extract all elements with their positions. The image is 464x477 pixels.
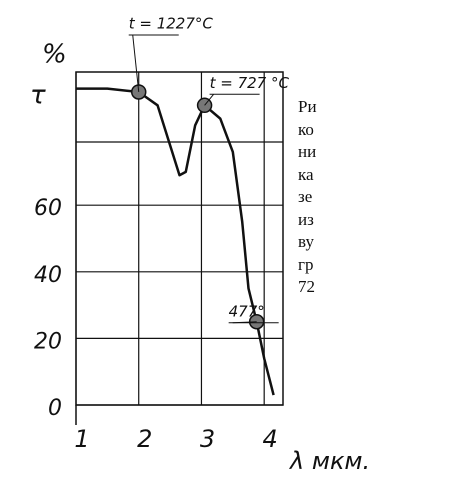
x-tick-label: 4 (263, 425, 278, 453)
side-text-line: гр (298, 254, 464, 277)
y-tick-label: 20 (34, 329, 62, 354)
annotation-leader (133, 35, 139, 92)
y-tick-label: 0 (48, 396, 62, 421)
plot-frame (76, 72, 283, 405)
side-text-line: 72 (298, 276, 464, 299)
y-label-top: % (42, 40, 67, 70)
side-text-line: Ри (298, 96, 464, 119)
x-tick-label: 2 (137, 425, 152, 453)
side-text-line: из (298, 209, 464, 232)
x-label: λ мкм. (288, 447, 370, 475)
x-tick-label: 3 (200, 425, 215, 453)
line (76, 89, 274, 395)
side-text-line: ни (298, 141, 464, 164)
point-annotation: 477° (229, 302, 265, 320)
y-label: τ (30, 81, 46, 111)
point-annotation: t = 1227°C (129, 14, 214, 32)
side-text-line: ву (298, 231, 464, 254)
page: % τ λ мкм. 0 20 40 60 1 2 3 4 t = 1227°C t = 727 … (0, 0, 464, 477)
side-text-line: зе (298, 186, 464, 209)
side-text-line: ко (298, 119, 464, 142)
point-annotation: t = 727 °C (210, 74, 290, 92)
x-tick-label: 1 (74, 425, 89, 453)
y-tick-label: 60 (34, 196, 62, 221)
side-text-line: ка (298, 164, 464, 187)
y-tick-label: 40 (34, 263, 62, 288)
